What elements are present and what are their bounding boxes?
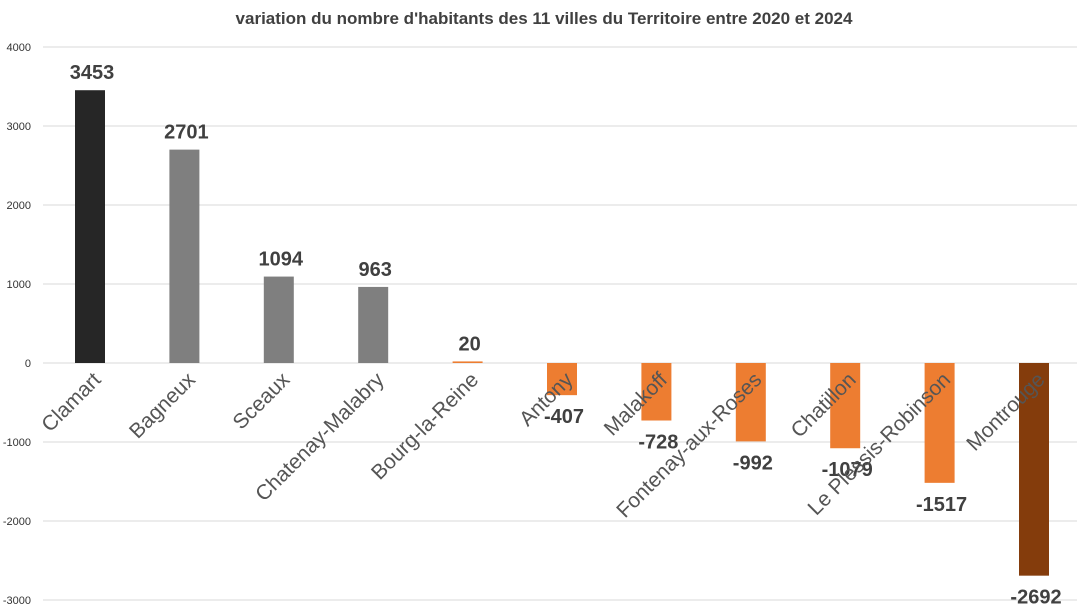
bar xyxy=(75,90,105,363)
y-tick-label: 0 xyxy=(25,358,31,370)
y-tick-label: 3000 xyxy=(7,121,31,133)
y-tick-label: 2000 xyxy=(7,200,31,212)
bar xyxy=(263,276,294,363)
bar xyxy=(452,361,483,363)
bar xyxy=(830,363,861,449)
bar xyxy=(735,363,766,442)
bar xyxy=(358,286,389,363)
data-label: 963 xyxy=(359,259,392,281)
bar xyxy=(641,363,672,421)
bar xyxy=(1019,363,1049,576)
data-label: 20 xyxy=(458,333,480,355)
bars xyxy=(75,90,1049,576)
chart-title: variation du nombre d'habitants des 11 v… xyxy=(236,9,853,28)
data-label: -2692 xyxy=(1010,587,1061,609)
y-tick-label: 1000 xyxy=(7,279,31,291)
y-tick-label: -2000 xyxy=(3,516,31,528)
category-label: Bagneux xyxy=(125,368,200,443)
data-label: 3453 xyxy=(70,62,115,84)
data-label: 2701 xyxy=(164,122,209,144)
category-label: Clamart xyxy=(37,368,105,436)
y-tick-label: -3000 xyxy=(3,595,31,607)
bar xyxy=(169,149,200,363)
data-label: -992 xyxy=(733,452,773,474)
data-label: -407 xyxy=(544,406,584,428)
data-label: -1079 xyxy=(822,459,873,481)
y-tick-label: -1000 xyxy=(3,437,31,449)
y-axis: 4000 3000 2000 1000 0 -1000 -2000 -3000 xyxy=(3,42,31,607)
data-label: -728 xyxy=(638,432,678,454)
bar xyxy=(924,363,955,483)
data-label: 1094 xyxy=(259,249,304,271)
y-tick-label: 4000 xyxy=(7,42,31,54)
data-labels: 3453 2701 1094 963 20 -407 -728 -992 -1079 -1517 -… xyxy=(70,62,1062,608)
category-label: Sceaux xyxy=(229,368,295,434)
x-axis-categories: Clamart Bagneux SceauxChatenay-MalabryBour… xyxy=(37,368,1049,522)
bar xyxy=(547,363,577,396)
data-label: -1517 xyxy=(916,494,967,516)
